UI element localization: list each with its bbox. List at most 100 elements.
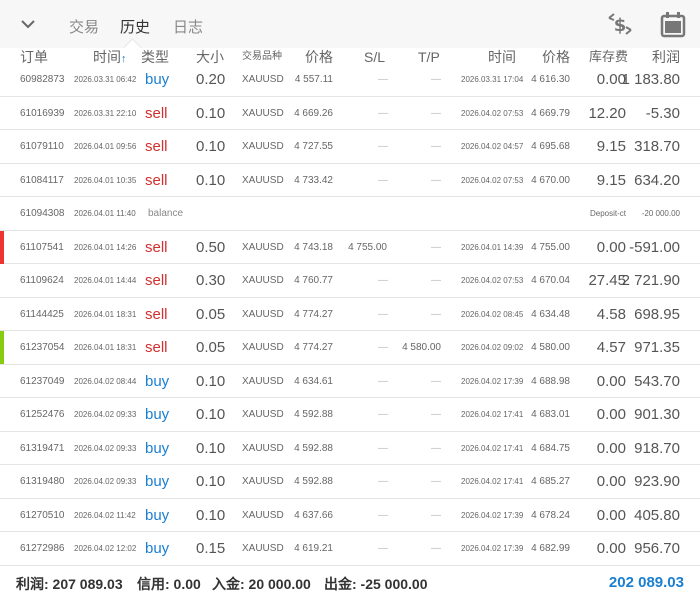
cell-symbol: XAUUSD — [242, 74, 284, 85]
cell-swap: 0.00 — [596, 71, 626, 88]
cell-tp: — — [431, 375, 441, 387]
cell-open-time: 2026.04.01 10:35 — [74, 175, 137, 185]
cell-close-time: 2026.04.02 07:53 — [461, 276, 524, 285]
cell-size: 0.05 — [196, 305, 226, 323]
cell-open-time: 2026.04.01 14:26 — [74, 242, 137, 252]
tab-history[interactable]: 历史 — [120, 19, 151, 36]
tab-journal[interactable]: 日志 — [173, 19, 204, 36]
cell-profit: 405.80 — [634, 506, 680, 524]
cell-order: 61094308 — [20, 208, 65, 219]
col-close-price[interactable]: 价格 — [542, 49, 570, 65]
cell-size: 0.30 — [196, 272, 226, 289]
table-row[interactable]: 61252476 2026.04.02 09:33 buy 0.10 XAUUSD 4 5… — [0, 398, 700, 432]
summary-credit: 信用: 0.00 — [137, 576, 201, 592]
col-open-price[interactable]: 价格 — [305, 49, 333, 65]
table-row[interactable]: 61109624 2026.04.01 14:44 sell 0.30 XAUUSD 4 … — [0, 264, 700, 298]
cell-open-time: 2026.04.01 18:31 — [74, 309, 137, 319]
table-row[interactable]: 61319471 2026.04.02 09:33 buy 0.10 XAUUSD 4 5… — [0, 432, 700, 465]
cell-order: 61319480 — [20, 476, 65, 487]
cell-close-time: 2026.04.02 08:45 — [461, 309, 524, 319]
cell-type: sell — [145, 104, 168, 122]
table-row[interactable]: 61079110 2026.04.01 09:56 sell 0.10 XAUUSD 4 … — [0, 130, 700, 164]
chevron-down-icon[interactable] — [18, 14, 38, 34]
table-row[interactable]: 61107541 2026.04.01 14:26 sell 0.50 XAUUSD 4 … — [0, 230, 700, 264]
cell-order: 61144425 — [20, 308, 64, 320]
cell-swap: 0.00 — [596, 372, 626, 390]
cell-close-time: 2026.04.02 17:41 — [461, 443, 524, 453]
cell-size: 0.10 — [196, 473, 226, 490]
cell-open-price: 4 774.27 — [294, 308, 333, 320]
cell-close-time: 2026.04.02 17:39 — [461, 510, 524, 520]
col-size[interactable]: 大小 — [196, 49, 224, 65]
cell-open-time: 2026.04.02 11:42 — [74, 510, 136, 520]
table-row[interactable]: 61144425 2026.04.01 18:31 sell 0.05 XAUUSD 4 … — [0, 298, 700, 331]
col-tp[interactable]: T/P — [418, 49, 440, 65]
cell-open-time: 2026.04.01 11:40 — [74, 209, 136, 218]
table-row[interactable]: 61319480 2026.04.02 09:33 buy 0.10 XAUUSD 4 5… — [0, 465, 700, 499]
cell-sl: — — [378, 409, 388, 420]
cell-size: 0.20 — [196, 71, 226, 88]
cell-order: 61079110 — [20, 141, 64, 152]
svg-text:$: $ — [614, 15, 627, 36]
cell-symbol: XAUUSD — [242, 107, 284, 119]
cell-open-price: 4 727.55 — [294, 141, 333, 152]
cell-open-price: 4 733.42 — [294, 174, 333, 186]
cell-type: buy — [145, 506, 170, 524]
cell-close-time: 2026.04.02 17:41 — [461, 410, 524, 419]
table-row[interactable]: 61237049 2026.04.02 08:44 buy 0.10 XAUUSD 4 6… — [0, 365, 700, 398]
cell-close-price: 4 695.68 — [531, 141, 570, 152]
cell-close-time: 2026.03.31 17:04 — [461, 75, 524, 84]
cell-open-price: 4 669.26 — [294, 107, 333, 119]
cell-close-time: 2026.04.02 17:39 — [461, 544, 524, 553]
table-row[interactable]: 61270510 2026.04.02 11:42 buy 0.10 XAUUSD 4 6… — [0, 499, 700, 532]
cell-symbol: XAUUSD — [242, 241, 284, 253]
table-row[interactable]: 60982873 2026.03.31 06:42 buy 0.20 XAUUSD 4 5… — [0, 63, 700, 97]
cell-type: buy — [145, 71, 170, 88]
table-row[interactable]: 61084117 2026.04.01 10:35 sell 0.10 XAUUSD 4 … — [0, 164, 700, 197]
cell-open-price: 4 634.61 — [294, 375, 333, 387]
cell-tp: — — [431, 476, 441, 487]
cell-profit: -591.00 — [629, 238, 680, 256]
col-sl[interactable]: S/L — [364, 49, 386, 65]
cell-open-time: 2026.04.02 12:02 — [74, 544, 137, 553]
col-close-time[interactable]: 时间 — [488, 49, 516, 65]
currency-exchange-icon[interactable]: $ — [606, 10, 634, 38]
cell-tp: — — [431, 74, 441, 85]
cell-profit: 956.70 — [634, 540, 680, 557]
cell-sl: — — [378, 342, 388, 353]
cell-order: 61109624 — [20, 275, 64, 286]
cell-size: 0.10 — [196, 138, 226, 155]
table-row[interactable]: 61016939 2026.03.31 22:10 sell 0.10 XAUUSD 4 … — [0, 97, 700, 130]
cell-size: 0.10 — [196, 506, 226, 524]
cell-open-time: 2026.04.02 09:33 — [74, 477, 137, 486]
table-row[interactable]: 61272986 2026.04.02 12:02 buy 0.15 XAUUSD 4 6… — [0, 532, 700, 566]
table-row[interactable]: 61237054 2026.04.01 18:31 sell 0.05 XAUUSD 4 … — [0, 331, 700, 365]
col-profit[interactable]: 利润 — [652, 49, 680, 65]
cell-open-time: 2026.03.31 06:42 — [74, 75, 137, 84]
col-open-time[interactable]: 时间↑ — [93, 48, 127, 68]
tab-trade[interactable]: 交易 — [69, 19, 100, 36]
calendar-icon[interactable] — [660, 10, 686, 38]
cell-tp: — — [431, 509, 441, 521]
cell-close-price: 4 670.00 — [531, 174, 570, 186]
cell-close-price: 4 616.30 — [531, 74, 570, 85]
cell-comment: Deposit-ct — [589, 209, 626, 218]
col-type[interactable]: 类型 — [141, 49, 169, 65]
cell-open-price: 4 637.66 — [294, 509, 333, 521]
cell-order: 60982873 — [20, 74, 65, 85]
cell-close-price: 4 683.01 — [531, 409, 570, 420]
cell-open-time: 2026.04.01 14:44 — [74, 276, 137, 285]
row-status-marker — [0, 230, 4, 264]
cell-type: buy — [145, 372, 170, 390]
col-order[interactable]: 订单 — [20, 49, 48, 65]
col-symbol[interactable]: 交易品种 — [242, 51, 282, 62]
cell-close-price: 4 755.00 — [531, 241, 570, 253]
cell-sl: — — [378, 442, 388, 454]
col-swap[interactable]: 库存费 — [589, 49, 629, 64]
table-row[interactable]: 61094308 2026.04.01 11:40 balance -20 000.0… — [0, 197, 700, 231]
cell-open-price: 4 743.18 — [294, 241, 333, 253]
cell-close-price: 4 682.99 — [531, 543, 570, 554]
cell-swap: 0.00 — [596, 439, 626, 457]
cell-sl: — — [378, 107, 388, 119]
summary-balance: 202 089.03 — [608, 574, 684, 591]
